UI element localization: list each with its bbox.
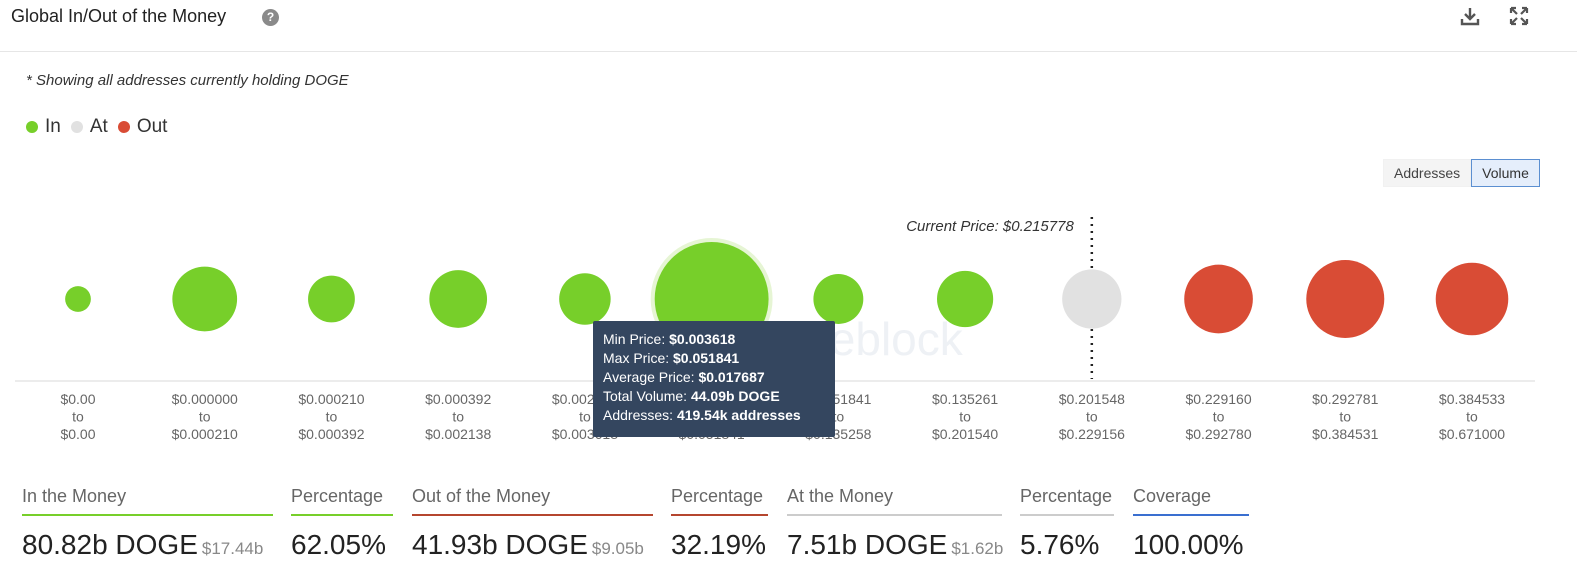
current-price-label: Current Price: $0.215778 bbox=[906, 218, 1074, 235]
bubble-in[interactable] bbox=[65, 286, 91, 312]
tooltip-line-min-price: Min Price: $0.003618 bbox=[603, 331, 736, 347]
x-tick-label: to bbox=[326, 409, 338, 425]
x-tick-label: to bbox=[959, 409, 971, 425]
bubble-in[interactable] bbox=[813, 274, 864, 324]
x-tick-label: $0.229156 bbox=[1059, 426, 1125, 442]
stat-label: Percentage bbox=[291, 484, 393, 516]
tooltip-line-average-price: Average Price: $0.017687 bbox=[603, 369, 765, 385]
x-tick-label: $0.201540 bbox=[932, 426, 998, 442]
tooltip-line-max-price: Max Price: $0.051841 bbox=[603, 350, 740, 366]
bubble-in[interactable] bbox=[172, 266, 238, 332]
bubble-in[interactable] bbox=[429, 270, 488, 328]
bubble-at[interactable] bbox=[1062, 269, 1122, 329]
legend-item-out[interactable]: Out bbox=[117, 116, 168, 138]
stat-value: 32.19% bbox=[671, 529, 766, 560]
legend-label-at: At bbox=[89, 116, 108, 137]
holding-note: * Showing all addresses currently holdin… bbox=[26, 72, 349, 89]
bubble-tooltip: Min Price: $0.003618 Max Price: $0.05184… bbox=[593, 321, 835, 437]
x-tick-label: $0.000000 bbox=[172, 391, 238, 407]
legend-dot-at bbox=[70, 121, 83, 133]
stat-coverage: Coverage 100.00% bbox=[1133, 484, 1249, 561]
tooltip-line-addresses: Addresses: 419.54k addresses bbox=[603, 407, 801, 423]
legend-label-in: In bbox=[45, 116, 61, 137]
bubble-out[interactable] bbox=[1306, 260, 1385, 338]
bubble-in[interactable] bbox=[937, 270, 994, 328]
volume-toggle-button[interactable]: Volume bbox=[1471, 159, 1540, 187]
x-tick-label: $0.292781 bbox=[1312, 391, 1378, 407]
x-tick-label: $0.292780 bbox=[1185, 426, 1251, 442]
expand-icon[interactable] bbox=[1508, 5, 1530, 27]
x-tick-label: to bbox=[1086, 409, 1098, 425]
chart-title: Global In/Out of the Money bbox=[11, 6, 227, 26]
stat-at-percentage: Percentage 5.76% bbox=[1020, 484, 1114, 561]
stat-value: 100.00% bbox=[1133, 529, 1244, 560]
legend-dot-out bbox=[117, 121, 130, 133]
stat-label: Percentage bbox=[671, 484, 768, 516]
x-tick-label: $0.000392 bbox=[425, 391, 491, 407]
x-tick-label: to bbox=[1213, 409, 1225, 425]
stat-at-the-money: At the Money 7.51b DOGE $1.62b bbox=[787, 484, 1004, 561]
x-tick-label: $0.384531 bbox=[1312, 426, 1378, 442]
x-tick-label: $0.671000 bbox=[1439, 426, 1505, 442]
stat-in-the-money: In the Money 80.82b DOGE $17.44b bbox=[22, 484, 273, 561]
x-tick-label: $0.000210 bbox=[172, 426, 238, 442]
stat-label: Coverage bbox=[1133, 484, 1249, 516]
legend: In At Out bbox=[26, 116, 177, 138]
x-tick-label: to bbox=[72, 409, 84, 425]
x-tick-label: to bbox=[1339, 409, 1351, 425]
bubble-in[interactable] bbox=[308, 275, 355, 323]
bubble-in[interactable] bbox=[559, 273, 611, 325]
stat-label: Out of the Money bbox=[412, 484, 653, 516]
legend-item-in[interactable]: In bbox=[26, 116, 61, 138]
summary-stats: In the Money 80.82b DOGE $17.44b Percenta… bbox=[0, 484, 1577, 584]
x-tick-label: $0.135261 bbox=[932, 391, 998, 407]
x-tick-label: $0.000392 bbox=[298, 426, 364, 442]
addresses-toggle-button[interactable]: Addresses bbox=[1383, 159, 1472, 187]
stat-in-percentage: Percentage 62.05% bbox=[291, 484, 393, 561]
stat-value: 80.82b DOGE $17.44b bbox=[22, 529, 264, 560]
x-tick-label: $0.201548 bbox=[1059, 391, 1125, 407]
stat-value: 7.51b DOGE $1.62b bbox=[787, 529, 1004, 560]
bubble-out[interactable] bbox=[1435, 262, 1509, 336]
question-circle-icon[interactable]: ? bbox=[262, 9, 279, 26]
x-tick-label: $0.00 bbox=[60, 391, 95, 407]
bubble-out[interactable] bbox=[1184, 264, 1253, 334]
x-tick-label: to bbox=[833, 409, 845, 425]
x-tick-label: $0.002138 bbox=[425, 426, 491, 442]
metric-toggle: Addresses Volume bbox=[1383, 159, 1540, 187]
stat-value: 41.93b DOGE $9.05b bbox=[412, 529, 644, 560]
chart-header: Global In/Out of the Money ? bbox=[0, 0, 1577, 52]
tooltip-line-total-volume: Total Volume: 44.09b DOGE bbox=[603, 388, 780, 404]
x-tick-label: $0.000210 bbox=[298, 391, 364, 407]
legend-item-at[interactable]: At bbox=[70, 116, 108, 138]
x-tick-label: to bbox=[199, 409, 211, 425]
legend-dot-in bbox=[26, 121, 38, 133]
stat-label: At the Money bbox=[787, 484, 1002, 516]
stat-out-of-the-money: Out of the Money 41.93b DOGE $9.05b bbox=[412, 484, 653, 561]
x-tick-label: to bbox=[579, 409, 591, 425]
x-tick-label: to bbox=[1466, 409, 1478, 425]
stat-value: 5.76% bbox=[1020, 529, 1100, 560]
x-tick-label: to bbox=[452, 409, 464, 425]
stat-value: 62.05% bbox=[291, 529, 386, 560]
x-tick-label: $0.229160 bbox=[1185, 391, 1251, 407]
x-tick-label: $0.384533 bbox=[1439, 391, 1505, 407]
legend-label-out: Out bbox=[136, 116, 168, 137]
stat-out-percentage: Percentage 32.19% bbox=[671, 484, 768, 561]
download-icon[interactable] bbox=[1459, 5, 1481, 27]
x-tick-label: $0.00 bbox=[60, 426, 95, 442]
stat-label: Percentage bbox=[1020, 484, 1114, 516]
stat-label: In the Money bbox=[22, 484, 273, 516]
